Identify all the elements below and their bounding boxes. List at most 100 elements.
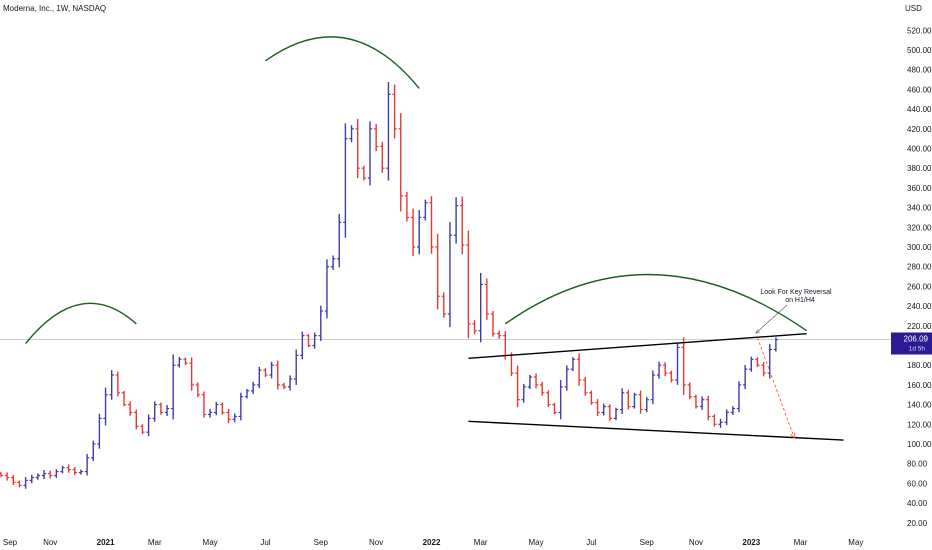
ohlc-bar <box>533 373 539 389</box>
y-tick-label: 180.00 <box>907 361 932 370</box>
ohlc-bar <box>410 208 416 256</box>
y-tick-label: 460.00 <box>907 85 932 94</box>
x-tick-label: May <box>848 538 863 547</box>
trendline <box>468 332 807 360</box>
y-tick-label: 140.00 <box>907 401 932 410</box>
ohlc-bar <box>257 366 262 389</box>
y-tick-label: 380.00 <box>907 164 932 173</box>
x-axis: Sep Nov 2021 Mar May Jul Sep Nov 2022 Mar May Jul Se… <box>3 538 864 547</box>
price-tag-value: 206.09 <box>904 335 929 344</box>
ohlc-bar <box>423 199 428 221</box>
ohlc-bar <box>183 357 188 366</box>
ohlc-bar <box>595 399 600 417</box>
ohlc-bar <box>127 401 133 416</box>
ohlc-bar <box>761 361 766 377</box>
ohlc-bar <box>607 404 613 421</box>
ohlc-bar <box>72 467 77 476</box>
ohlc-bar <box>4 472 10 481</box>
y-tick-label: 520.00 <box>907 26 932 35</box>
ohlc-bar <box>675 342 680 385</box>
arc-drawing <box>504 273 808 332</box>
x-tick-label: Jul <box>260 538 270 547</box>
ohlc-bar <box>515 365 520 408</box>
ohlc-bar <box>496 330 502 339</box>
ohlc-bar <box>601 403 606 416</box>
ohlc-bar <box>435 233 440 310</box>
ohlc-bar <box>152 401 157 422</box>
y-tick-label: 100.00 <box>907 440 932 449</box>
ohlc-bar <box>355 118 360 179</box>
ohlc-bar <box>337 213 342 268</box>
x-tick-label: Nov <box>689 538 703 547</box>
currency-label: USD <box>905 4 922 13</box>
ohlc-bar <box>466 230 471 339</box>
ohlc-bar <box>484 278 490 320</box>
ohlc-bar <box>207 409 213 418</box>
ohlc-bar <box>736 381 742 413</box>
price-tag: 206.09 1d 5h <box>891 332 932 355</box>
ohlc-bar <box>546 390 551 407</box>
y-axis: 520.00 500.00 480.00 460.00 440.00 420.00 400.… <box>907 26 932 528</box>
x-tick-label: 2021 <box>97 538 115 547</box>
y-tick-label: 20.00 <box>907 519 928 528</box>
x-tick-label: May <box>528 538 543 547</box>
ohlc-bar <box>349 125 354 143</box>
ohlc-bar <box>706 395 711 421</box>
x-tick-label: 2023 <box>742 538 760 547</box>
price-tag-countdown: 1d 5h <box>909 346 926 353</box>
ohlc-bar <box>164 404 170 417</box>
ohlc-bar <box>134 409 139 430</box>
ohlc-bar <box>140 424 145 435</box>
x-tick-label: Sep <box>3 538 18 547</box>
ohlc-bar <box>404 191 410 222</box>
ohlc-bar <box>330 255 336 271</box>
ohlc-bar <box>656 361 662 379</box>
ohlc-bar <box>41 470 47 480</box>
ohlc-bar <box>669 370 674 383</box>
ohlc-bar <box>521 383 526 403</box>
ohlc-bar <box>367 121 373 186</box>
ohlc-bar <box>177 356 182 368</box>
ohlc-bar <box>398 113 403 212</box>
y-tick-label: 240.00 <box>907 302 932 311</box>
ohlc-bar <box>681 337 686 395</box>
ohlc-bar <box>238 392 244 421</box>
ohlc-bar <box>11 474 16 485</box>
ohlc-bar <box>306 333 311 348</box>
ohlc-bar <box>294 349 299 385</box>
ohlc-bar <box>201 391 207 418</box>
x-tick-label: Jul <box>586 538 596 547</box>
arc-drawing <box>265 36 420 89</box>
ohlc-bar <box>226 408 231 423</box>
ohlc-bar <box>540 381 545 396</box>
ohlc-bar <box>287 375 293 391</box>
x-tick-label: Sep <box>314 538 329 547</box>
ohlc-bar <box>232 413 237 423</box>
y-tick-label: 500.00 <box>907 46 932 55</box>
ohlc-bar <box>699 396 705 410</box>
y-tick-label: 340.00 <box>907 204 932 213</box>
ohlc-bars <box>0 82 779 489</box>
ohlc-bar <box>263 368 268 378</box>
y-tick-label: 160.00 <box>907 381 932 390</box>
ohlc-bar <box>619 388 625 414</box>
ohlc-bar <box>767 343 772 379</box>
ohlc-bar <box>214 401 219 416</box>
ohlc-bar <box>121 391 127 407</box>
ohlc-bar <box>361 165 367 181</box>
ohlc-bar <box>281 382 287 390</box>
ohlc-bar <box>392 84 397 139</box>
ohlc-bar <box>558 380 563 420</box>
annotation-line-2: on H1/H4 <box>785 297 815 304</box>
y-tick-label: 120.00 <box>907 420 932 429</box>
ohlc-bar <box>472 320 477 335</box>
ohlc-bar <box>650 370 656 405</box>
ohlc-bar <box>48 470 53 479</box>
y-tick-label: 40.00 <box>907 499 928 508</box>
x-tick-label: Mar <box>474 538 488 547</box>
drawings <box>25 36 844 441</box>
ohlc-bar <box>60 465 65 474</box>
ohlc-bar <box>460 196 465 255</box>
ohlc-bar <box>576 353 582 386</box>
